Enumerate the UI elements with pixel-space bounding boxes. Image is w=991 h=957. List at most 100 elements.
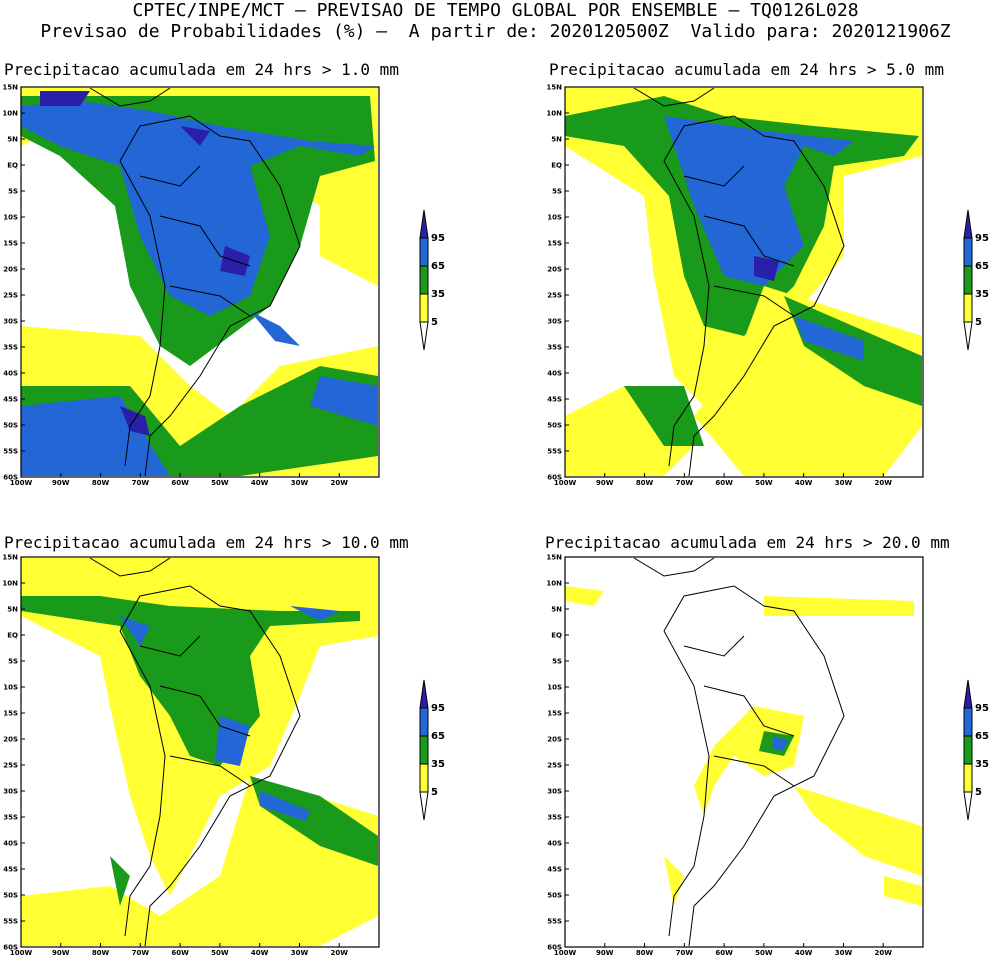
latitude-label: 50S	[3, 892, 18, 900]
colorbar-cap-top	[419, 679, 429, 709]
map-frame	[20, 556, 380, 948]
panel-2-title: Precipitacao acumulada em 24 hrs > 5.0 m…	[549, 60, 944, 79]
header-line-2: Previsao de Probabilidades (%) — A parti…	[40, 21, 951, 42]
longitude-label: 90W	[596, 949, 614, 957]
latitude-label: EQ	[551, 632, 562, 640]
panel-4-map: 15N 10N 5N EQ 5S 10S 15S 20S 25S 30S 35S 40S 45S 50S 5…	[546, 554, 924, 957]
panel-4-map-svg: 15N 10N 5N EQ 5S 10S 15S 20S 25S 30S 35S 40S 45S 50S 5…	[546, 554, 924, 957]
latitude-label: 30S	[547, 318, 562, 326]
colorbar-segment	[963, 763, 973, 793]
latitude-label: 35S	[547, 344, 562, 352]
panel-1-colorbar: 95 65 35 5	[419, 209, 450, 354]
colorbar-cap-top	[963, 679, 973, 709]
latitude-label: 10S	[3, 684, 18, 692]
latitude-label: 5S	[8, 658, 18, 666]
latitude-label: 60S	[547, 474, 562, 482]
latitude-label: 10S	[547, 684, 562, 692]
latitude-label: 35S	[547, 814, 562, 822]
probability-fields	[21, 558, 378, 946]
colorbar-label: 5	[975, 787, 982, 798]
longitude-label: 80W	[636, 479, 654, 487]
latitude-label: 45S	[547, 396, 562, 404]
latitude-label: 60S	[547, 944, 562, 952]
panel-4-title: Precipitacao acumulada em 24 hrs > 20.0 …	[545, 533, 950, 552]
latitude-label: EQ	[7, 162, 18, 170]
coastlines	[89, 557, 301, 947]
latitude-label: 25S	[3, 762, 18, 770]
colorbar-segment	[963, 293, 973, 323]
map-frame	[564, 86, 924, 478]
latitude-label: 10N	[2, 110, 18, 118]
latitude-label: EQ	[551, 162, 562, 170]
latitude-label: 40S	[547, 370, 562, 378]
colorbar-cap-bottom	[419, 321, 429, 351]
longitude-label: 30W	[291, 949, 309, 957]
colorbar-segment	[963, 237, 973, 267]
longitude-label: 30W	[835, 949, 853, 957]
colorbar-label: 65	[975, 261, 989, 272]
coastlines	[89, 87, 301, 477]
panel-1-map: 15N 10N 5N EQ 5S 10S 15S 20S 25S 30S 35S 40S 45S 50S 5…	[2, 84, 380, 487]
colorbar-cap-top	[419, 209, 429, 239]
latitude-label: 55S	[547, 918, 562, 926]
latitude-label: 10N	[546, 110, 562, 118]
colorbar-label: 5	[975, 317, 982, 328]
latitude-label: 45S	[547, 866, 562, 874]
colorbar-segment	[419, 707, 429, 737]
latitude-label: 10S	[3, 214, 18, 222]
latitude-labels: 15N 10N 5N EQ 5S 10S 15S 20S 25S 30S 35S 40S 45S 50S 5…	[2, 554, 25, 952]
panel-2-colorbar: 95 65 35 5	[963, 209, 991, 354]
longitude-labels: 100W 90W 80W 70W 60W 50W 40W 30W 20W	[10, 943, 348, 957]
longitude-label: 80W	[92, 479, 110, 487]
panel-3-map: 15N 10N 5N EQ 5S 10S 15S 20S 25S 30S 35S 40S 45S 50S 5…	[2, 554, 380, 957]
longitude-label: 60W	[171, 479, 189, 487]
latitude-label: 20S	[3, 736, 18, 744]
colorbar-label: 65	[431, 261, 445, 272]
latitude-label: 25S	[547, 292, 562, 300]
colorbar-label: 95	[431, 233, 445, 244]
colorbar-segment	[419, 237, 429, 267]
longitude-label: 40W	[251, 949, 269, 957]
latitude-label: 50S	[3, 422, 18, 430]
longitude-label: 30W	[291, 479, 309, 487]
panel-3-colorbar: 95 65 35 5	[419, 679, 450, 824]
colorbar-segment	[419, 735, 429, 765]
longitude-label: 20W	[330, 949, 348, 957]
colorbar-cap-bottom	[963, 321, 973, 351]
colorbar-label: 95	[975, 703, 989, 714]
latitude-label: 20S	[3, 266, 18, 274]
colorbar-label: 35	[431, 289, 445, 300]
longitude-label: 60W	[715, 949, 733, 957]
latitude-label: 5N	[7, 136, 18, 144]
latitude-label: 50S	[547, 892, 562, 900]
panel-4-colorbar: 95 65 35 5	[963, 679, 991, 824]
latitude-label: 20S	[547, 266, 562, 274]
latitude-label: 40S	[547, 840, 562, 848]
longitude-label: 30W	[835, 479, 853, 487]
latitude-label: 15S	[547, 710, 562, 718]
colorbar-label: 65	[975, 731, 989, 742]
longitude-label: 70W	[132, 479, 150, 487]
longitude-label: 100W	[10, 479, 33, 487]
longitude-label: 100W	[554, 949, 577, 957]
colorbar-label: 5	[431, 787, 438, 798]
longitude-label: 50W	[755, 949, 773, 957]
latitude-label: 15S	[3, 710, 18, 718]
longitude-label: 40W	[251, 479, 269, 487]
longitude-label: 70W	[676, 949, 694, 957]
colorbar-segment	[419, 265, 429, 295]
latitude-label: 35S	[3, 344, 18, 352]
latitude-label: 55S	[3, 448, 18, 456]
latitude-label: 15N	[2, 84, 18, 92]
latitude-label: 5N	[7, 606, 18, 614]
panel-3-title: Precipitacao acumulada em 24 hrs > 10.0 …	[4, 533, 409, 552]
panel-1-map-svg: 15N 10N 5N EQ 5S 10S 15S 20S 25S 30S 35S 40S 45S 50S 5…	[2, 84, 380, 487]
colorbar-segment	[963, 735, 973, 765]
probability-fields	[21, 88, 378, 476]
latitude-label: 25S	[547, 762, 562, 770]
colorbar-segment	[963, 265, 973, 295]
latitude-label: 30S	[3, 318, 18, 326]
longitude-label: 20W	[874, 479, 892, 487]
latitude-label: 30S	[3, 788, 18, 796]
colorbar-svg: 95 65 35 5	[419, 679, 445, 821]
